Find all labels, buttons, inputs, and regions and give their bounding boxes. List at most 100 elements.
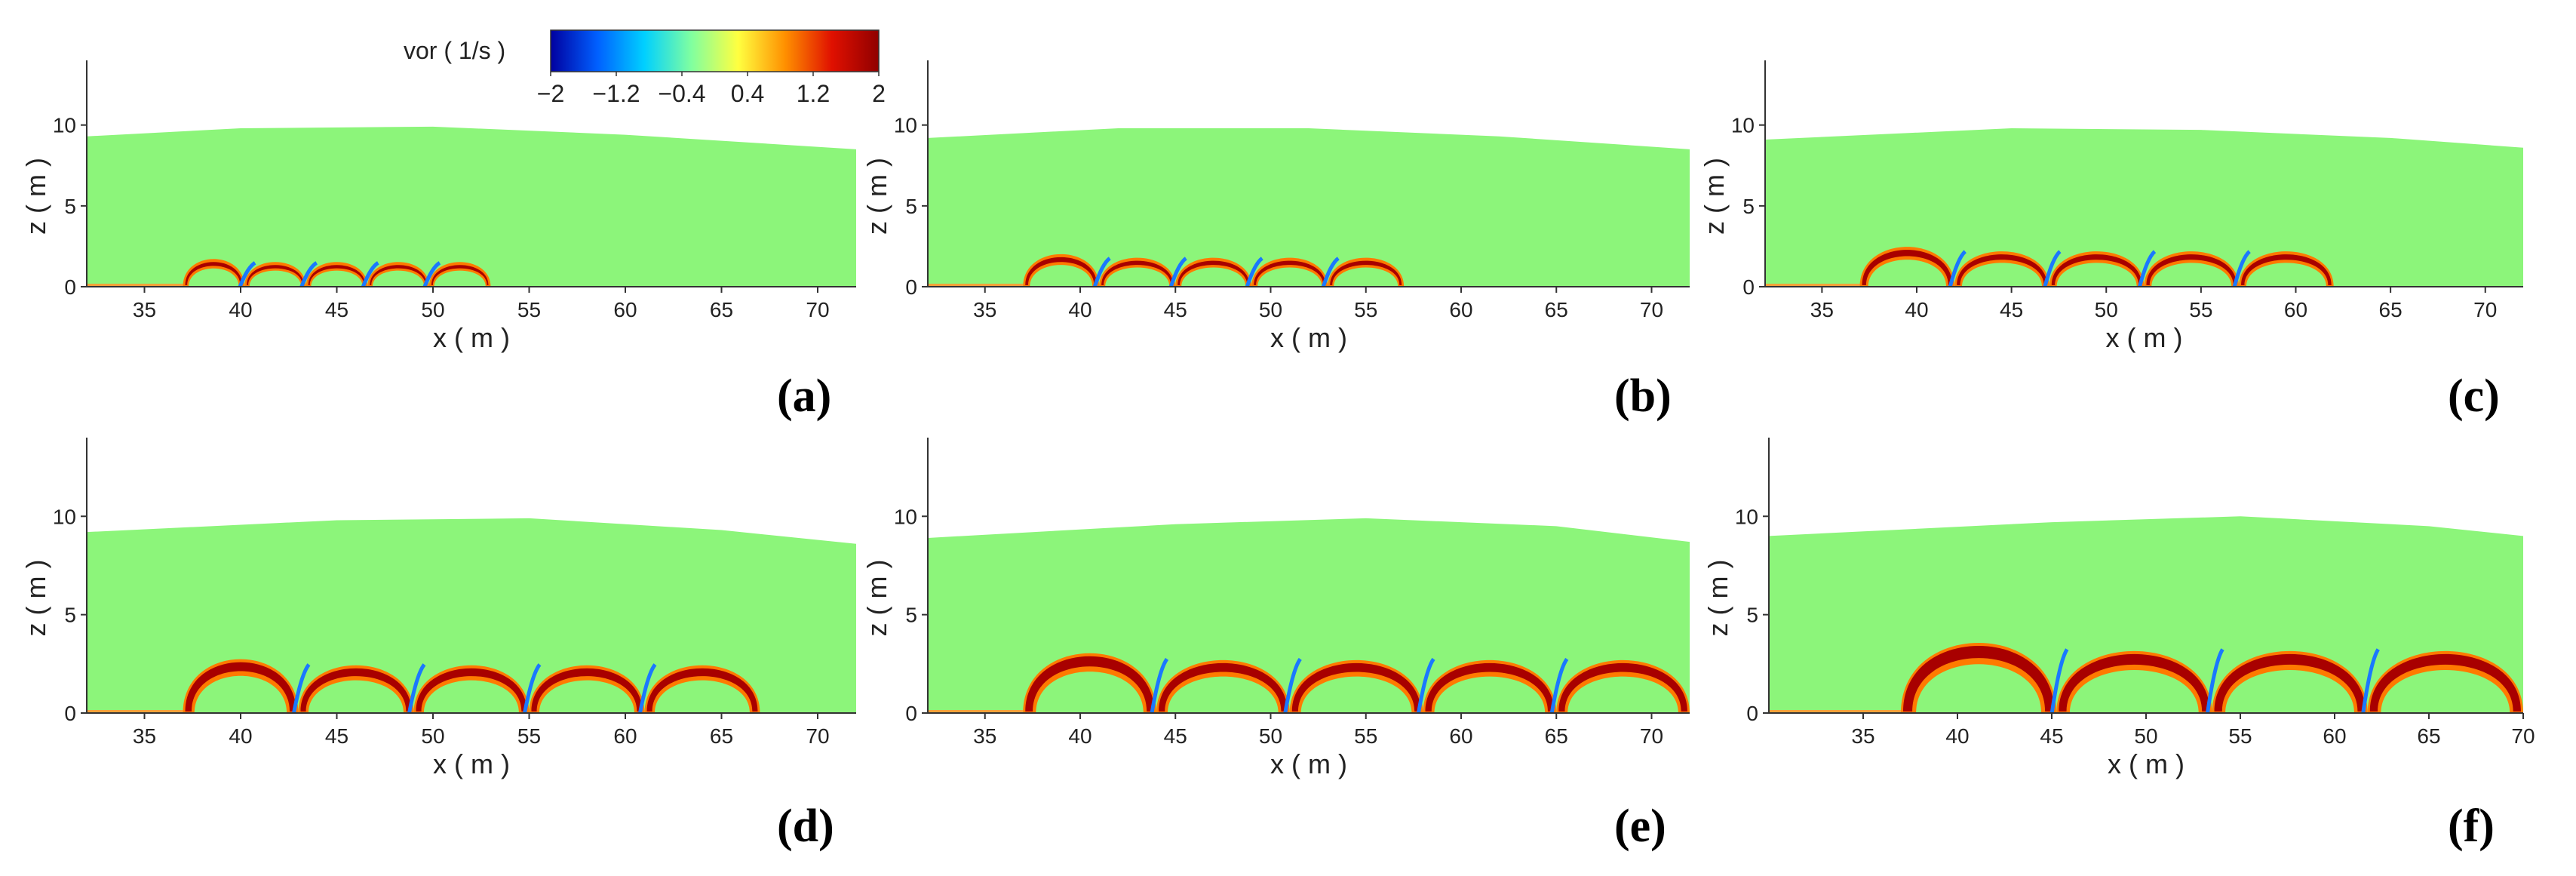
negative-vorticity-streak [1417,657,1435,713]
panel-label: (b) [1614,370,1672,422]
x-tick-label: 60 [1449,724,1472,748]
vortex-arch-core [1558,662,1687,712]
x-tick-label: 40 [1068,724,1091,748]
colorbar-tick-label: −0.4 [658,80,705,107]
panel-label: (e) [1614,801,1666,852]
x-tick-label: 55 [2228,724,2252,748]
y-tick-label: 5 [1742,195,1755,218]
negative-vorticity-streak [1150,657,1169,713]
x-tick-label: 40 [1068,298,1091,321]
y-tick-label: 0 [64,702,76,725]
x-tick-label: 50 [1259,298,1282,321]
x-tick-label: 50 [2095,298,2118,321]
water-field [1765,128,2523,287]
vortex-arch-core [1957,254,2047,285]
vortex-arch-core [1254,260,1326,285]
x-tick-label: 45 [2000,298,2023,321]
panel-label: (f) [2448,801,2495,852]
x-tick-label: 60 [613,724,637,748]
vortex-arch-core [300,668,412,712]
x-tick-label: 40 [229,298,252,321]
y-tick-label: 5 [64,195,76,218]
vortex-arch-core [1101,260,1174,285]
y-axis-label: z ( m ) [1702,560,1733,637]
x-axis-label: x ( m ) [433,322,510,353]
bed-strip [928,284,1024,287]
negative-vorticity-streak [2361,648,2380,713]
x-tick-label: 70 [806,724,829,748]
vortex-arch-core [1159,662,1288,712]
x-axis-label: x ( m ) [1270,748,1347,779]
negative-vorticity-streak [1092,257,1111,287]
colorbar-title: vor ( 1/s ) [404,37,505,64]
x-tick-label: 65 [2417,724,2440,748]
x-tick-label: 55 [2189,298,2212,321]
panel-a: 35 40 45 50 55 60 65 70 0 5 10 x ( m ) z ( m ) (a) [20,60,856,422]
x-tick-label: 70 [2473,298,2497,321]
negative-vorticity-streak [1283,657,1302,713]
y-tick-label: 10 [894,505,917,528]
vortex-arch-core [1025,656,1154,712]
y-tick-label: 10 [1731,114,1755,137]
x-axis-label: x ( m ) [2108,748,2185,779]
vortex-arch-core [1177,260,1250,285]
plot-area [928,128,1690,287]
panel-c: 35 40 45 50 55 60 65 70 0 5 10 x ( m ) z ( m ) (c) [1699,60,2523,422]
x-tick-label: 55 [1354,298,1377,321]
negative-vorticity-streak [2232,250,2251,287]
x-tick-label: 50 [421,298,444,321]
plot-area [1765,128,2523,287]
x-tick-label: 60 [2284,298,2307,321]
y-axis-label: z ( m ) [20,158,51,235]
plot-area [87,518,856,713]
bed-strip [928,710,1024,713]
water-field [928,128,1690,287]
x-tick-label: 55 [517,298,541,321]
water-field [87,126,856,287]
x-tick-label: 70 [806,298,829,321]
negative-vorticity-streak [292,663,311,713]
negative-vorticity-streak [238,261,256,287]
y-tick-label: 0 [905,275,917,299]
negative-vorticity-streak [1245,257,1263,287]
vortex-arch-core [416,668,527,712]
x-tick-label: 65 [1545,724,1568,748]
water-field [87,518,856,713]
x-tick-label: 35 [973,724,996,748]
y-tick-label: 5 [905,195,917,218]
negative-vorticity-streak [1549,657,1569,713]
colorbar-tick-label: 2 [872,80,886,107]
vortex-arch-core [531,668,643,712]
x-axis-label: x ( m ) [2106,322,2183,353]
negative-vorticity-streak [638,663,657,713]
x-tick-label: 35 [1851,724,1874,748]
x-tick-label: 60 [613,298,637,321]
vortex-arch-core [1025,257,1098,285]
y-axis-label: z ( m ) [20,560,51,637]
plot-area [928,518,1690,713]
x-tick-label: 50 [2134,724,2157,748]
panel-b: 35 40 45 50 55 60 65 70 0 5 10 x ( m ) z ( m ) (b) [861,60,1690,422]
panel-f: 35 40 45 50 55 60 65 70 0 5 10 x ( m ) z ( m ) (f) [1702,438,2535,852]
panel-label: (d) [777,801,834,852]
x-axis-label: x ( m ) [433,748,510,779]
x-tick-label: 35 [1810,298,1834,321]
x-tick-label: 40 [1945,724,1969,748]
negative-vorticity-streak [2206,648,2224,713]
x-tick-label: 45 [325,724,348,748]
y-axis-label: z ( m ) [861,158,892,235]
vortex-arch-core [2214,653,2366,712]
colorbar-tick-label: 1.2 [797,80,830,107]
y-tick-label: 5 [64,604,76,627]
vortex-arch-core [370,265,427,285]
y-tick-label: 0 [1742,275,1755,299]
plot-area [87,126,856,287]
y-tick-label: 10 [53,505,76,528]
x-tick-label: 45 [1164,724,1187,748]
vortex-arch-core [247,265,304,285]
vortex-arch-core [1903,646,2055,712]
water-field [1769,516,2523,713]
x-tick-label: 55 [1354,724,1377,748]
colorbar-tick-label: −1.2 [592,80,640,107]
